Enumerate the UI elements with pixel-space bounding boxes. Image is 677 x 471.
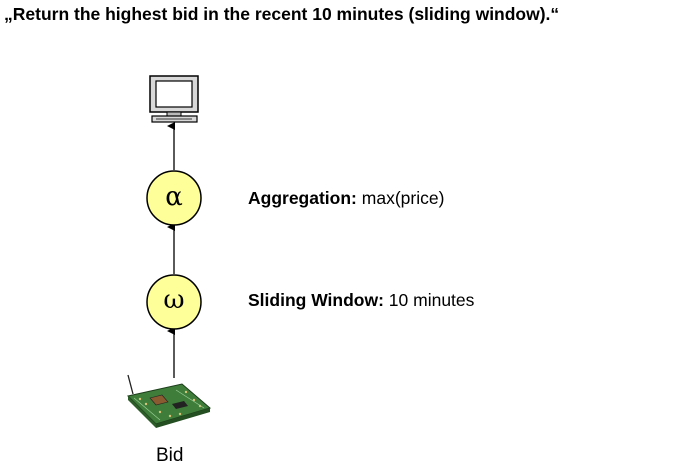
alpha-symbol: α — [165, 182, 183, 212]
sliding-window-node[interactable]: ω — [146, 274, 202, 330]
aggregation-label-title: Aggregation: — [248, 188, 357, 208]
aggregation-node[interactable]: α — [146, 170, 202, 226]
sensor-board-icon — [127, 374, 212, 428]
sliding-window-label-title: Sliding Window: — [248, 290, 384, 310]
omega-symbol: ω — [163, 285, 184, 315]
aggregation-label: Aggregation: max(price) — [248, 188, 444, 209]
sliding-window-label-value: 10 minutes — [383, 290, 475, 310]
source-label: Bid — [156, 445, 184, 466]
aggregation-label-value: max(price) — [356, 188, 445, 208]
sliding-window-label: Sliding Window: 10 minutes — [248, 290, 474, 311]
diagram-title: „Return the highest bid in the recent 10… — [4, 4, 560, 24]
computer-monitor-icon — [149, 75, 199, 123]
